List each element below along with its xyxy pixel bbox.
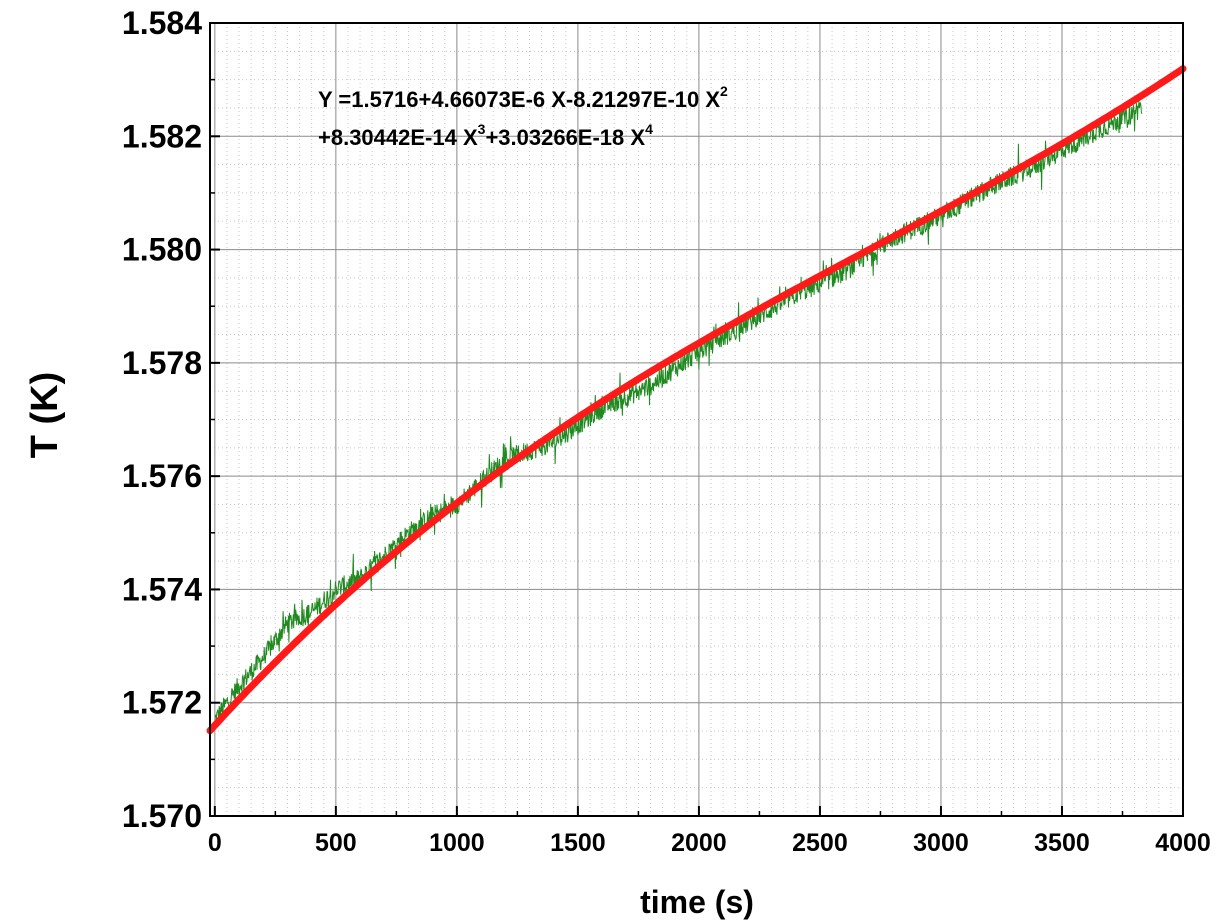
x-tick-label: 3500: [1034, 829, 1090, 857]
x-tick-label: 3000: [913, 829, 969, 857]
fit-layer: [206, 65, 1187, 735]
data-layer: [214, 100, 1143, 725]
equation-line-2-b: +3.03266E-18 X: [485, 125, 645, 150]
equation-line-2: +8.30442E-14 X3+3.03266E-18 X4: [318, 121, 653, 150]
x-tick-label: 2000: [671, 829, 727, 857]
equation-annotation: Y =1.5716+4.66073E-6 X-8.21297E-10 X2 +8…: [318, 83, 728, 150]
x-tick-label: 2500: [792, 829, 848, 857]
x-tick-label: 500: [315, 829, 357, 857]
x-tick-label: 0: [208, 829, 222, 857]
y-tick-label: 1.582: [122, 118, 202, 154]
equation-line-2-a: +8.30442E-14 X: [318, 125, 478, 150]
y-tick-label: 1.572: [122, 685, 202, 721]
y-axis-title: T (K): [24, 372, 66, 459]
y-tick-label: 1.584: [122, 5, 202, 41]
x-tick-label: 4000: [1155, 829, 1211, 857]
x-tick-label: 1000: [429, 829, 485, 857]
y-tick-label: 1.574: [122, 571, 202, 607]
y-tick-label: 1.576: [122, 458, 202, 494]
measured-data-line: [214, 100, 1143, 725]
equation-line-2-sup-b: 4: [645, 121, 653, 137]
y-tick-label: 1.578: [122, 345, 202, 381]
y-tick-label: 1.580: [122, 232, 202, 268]
equation-line-2-sup-a: 3: [478, 121, 486, 137]
y-tick-label: 1.570: [122, 798, 202, 834]
fit-curve-line: [206, 65, 1187, 735]
equation-line-1-main: Y =1.5716+4.66073E-6 X-8.21297E-10 X: [318, 87, 720, 112]
minor-grid: [210, 23, 1183, 816]
x-tick-label: 1500: [550, 829, 606, 857]
equation-line-1: Y =1.5716+4.66073E-6 X-8.21297E-10 X2: [318, 83, 728, 112]
x-axis-title: time (s): [640, 884, 754, 920]
equation-line-1-sup: 2: [720, 83, 728, 99]
ticks: [210, 22, 1184, 817]
tick-labels: 0 500 1000 1500 2000 2500 3000 3500 4000 1.570 1.5…: [122, 5, 1211, 857]
